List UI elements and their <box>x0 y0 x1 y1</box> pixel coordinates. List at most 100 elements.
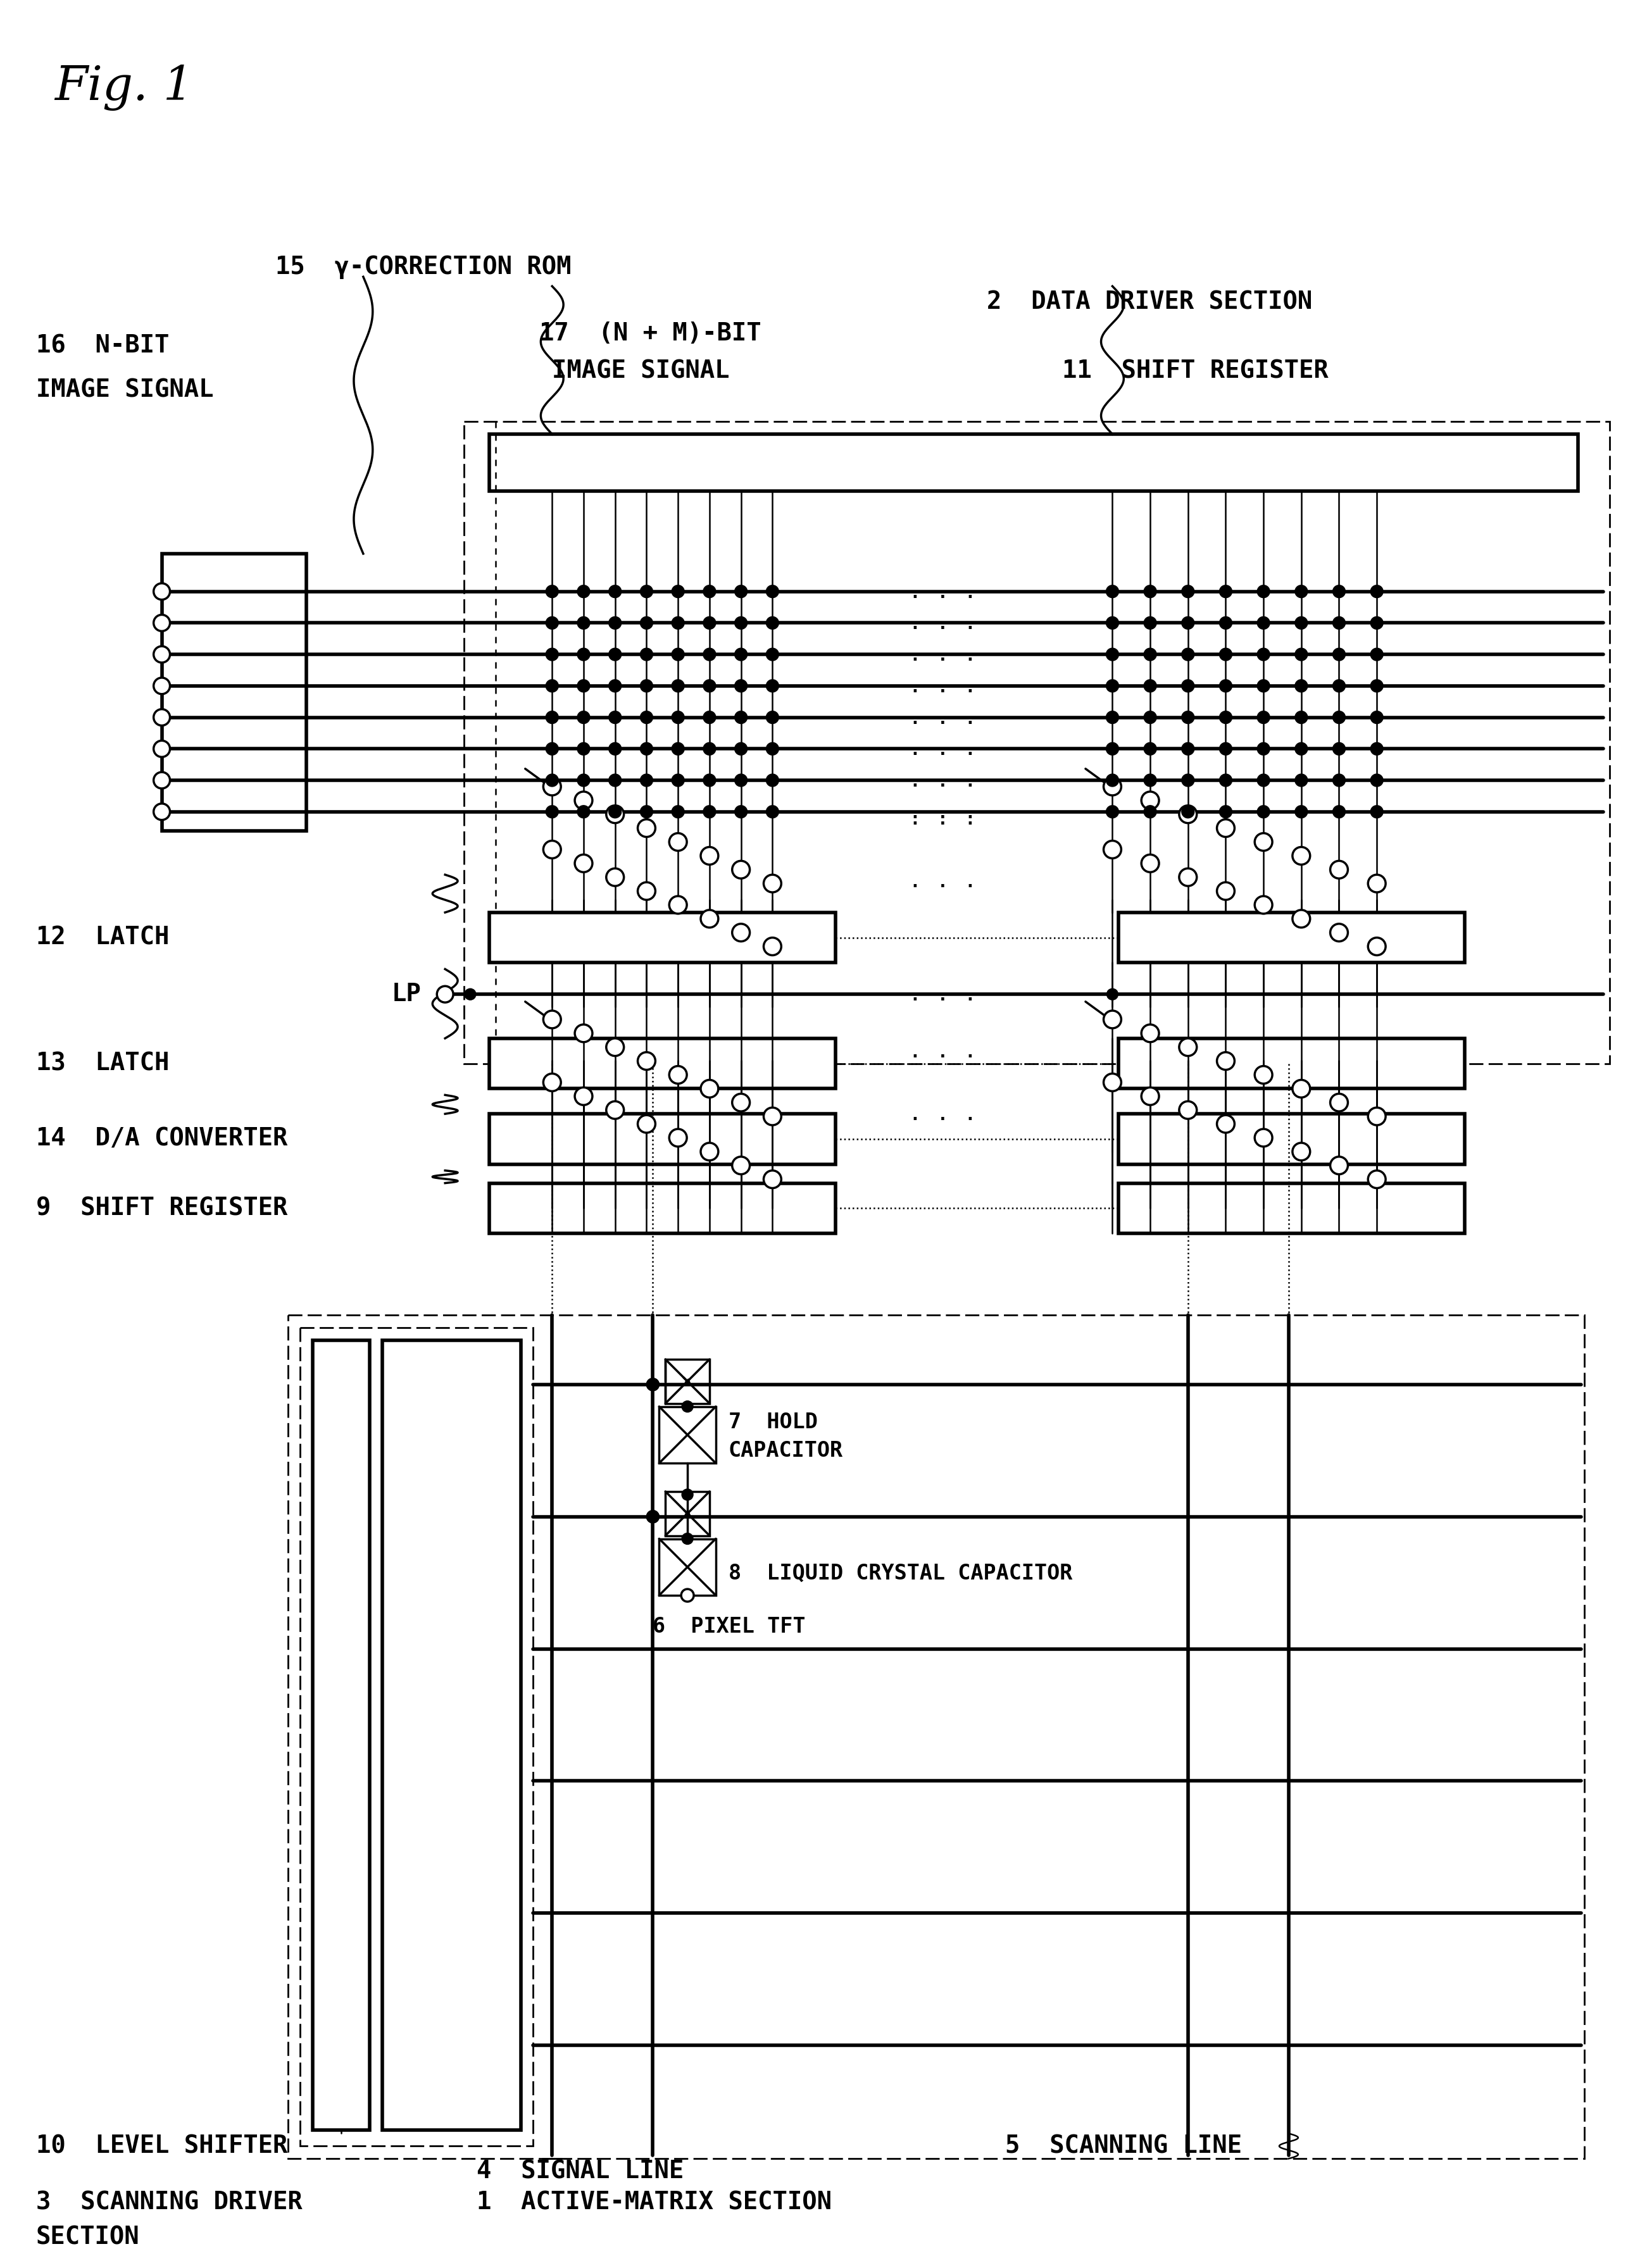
Circle shape <box>703 773 716 787</box>
Circle shape <box>734 585 747 599</box>
Circle shape <box>575 1086 593 1105</box>
Circle shape <box>1293 909 1311 928</box>
Circle shape <box>1182 712 1195 723</box>
Circle shape <box>1294 680 1307 692</box>
Circle shape <box>545 649 558 660</box>
Circle shape <box>1294 742 1307 755</box>
Circle shape <box>545 680 558 692</box>
Circle shape <box>734 680 747 692</box>
Circle shape <box>1144 680 1156 692</box>
Bar <box>1118 1114 1465 1163</box>
Circle shape <box>1182 649 1195 660</box>
Text: . . .: . . . <box>908 769 977 792</box>
Circle shape <box>1330 862 1348 878</box>
Circle shape <box>672 742 684 755</box>
Circle shape <box>703 585 716 599</box>
Text: . . .: . . . <box>908 581 977 603</box>
Circle shape <box>1107 989 1118 1000</box>
Text: 3  SCANNING DRIVER: 3 SCANNING DRIVER <box>36 2191 303 2216</box>
Circle shape <box>464 989 475 1000</box>
Circle shape <box>1330 923 1348 941</box>
Text: 12  LATCH: 12 LATCH <box>36 925 169 950</box>
Circle shape <box>1219 742 1232 755</box>
Bar <box>464 422 1610 1064</box>
Circle shape <box>1144 649 1156 660</box>
Circle shape <box>1216 1052 1234 1070</box>
Circle shape <box>544 1073 562 1091</box>
Text: 2  DATA DRIVER SECTION: 2 DATA DRIVER SECTION <box>987 290 1312 313</box>
Circle shape <box>764 875 781 891</box>
Circle shape <box>734 649 747 660</box>
Circle shape <box>153 803 169 821</box>
Circle shape <box>1371 773 1384 787</box>
Circle shape <box>646 1379 659 1390</box>
Circle shape <box>153 583 169 599</box>
Text: 14  D/A CONVERTER: 14 D/A CONVERTER <box>36 1127 288 1152</box>
Text: . . .: . . . <box>908 1102 977 1125</box>
Circle shape <box>734 712 747 723</box>
Circle shape <box>767 680 778 692</box>
Circle shape <box>682 1490 694 1501</box>
Circle shape <box>1105 585 1118 599</box>
Circle shape <box>1255 896 1273 914</box>
Text: 9  SHIFT REGISTER: 9 SHIFT REGISTER <box>36 1195 288 1220</box>
Circle shape <box>1105 712 1118 723</box>
Circle shape <box>672 649 684 660</box>
Circle shape <box>1105 773 1118 787</box>
Bar <box>666 1492 710 1535</box>
Circle shape <box>1144 712 1156 723</box>
Circle shape <box>609 585 622 599</box>
Circle shape <box>640 773 653 787</box>
Circle shape <box>1371 649 1384 660</box>
Circle shape <box>682 1533 694 1545</box>
Circle shape <box>578 805 589 819</box>
Circle shape <box>672 773 684 787</box>
Circle shape <box>1294 712 1307 723</box>
Circle shape <box>1219 773 1232 787</box>
Circle shape <box>545 617 558 628</box>
Circle shape <box>1333 773 1345 787</box>
Circle shape <box>703 805 716 819</box>
Circle shape <box>544 778 562 796</box>
Circle shape <box>1333 649 1345 660</box>
Circle shape <box>1144 742 1156 755</box>
Circle shape <box>1330 1093 1348 1111</box>
Circle shape <box>153 742 169 758</box>
Text: . . .: . . . <box>908 644 977 665</box>
Circle shape <box>1257 805 1270 819</box>
Circle shape <box>1219 585 1232 599</box>
Circle shape <box>646 1510 659 1524</box>
Text: . . .: . . . <box>908 801 977 823</box>
Circle shape <box>1182 805 1195 819</box>
Circle shape <box>638 1116 656 1132</box>
Circle shape <box>733 1157 751 1175</box>
Circle shape <box>733 862 751 878</box>
Circle shape <box>703 680 716 692</box>
Circle shape <box>1257 680 1270 692</box>
Circle shape <box>1294 805 1307 819</box>
Bar <box>288 1315 1584 2159</box>
Bar <box>383 1340 521 2130</box>
Circle shape <box>1216 1116 1234 1132</box>
Circle shape <box>1144 773 1156 787</box>
Circle shape <box>703 712 716 723</box>
Circle shape <box>734 742 747 755</box>
Circle shape <box>1257 773 1270 787</box>
Circle shape <box>1257 585 1270 599</box>
Bar <box>300 1327 534 2146</box>
Text: . . .: . . . <box>908 1041 977 1061</box>
Circle shape <box>672 585 684 599</box>
Circle shape <box>578 712 589 723</box>
Circle shape <box>609 712 622 723</box>
Circle shape <box>1179 1102 1197 1118</box>
Bar <box>488 1184 835 1234</box>
Circle shape <box>606 805 624 823</box>
Text: 4  SIGNAL LINE: 4 SIGNAL LINE <box>477 2159 684 2184</box>
Text: 17  (N + M)-BIT: 17 (N + M)-BIT <box>539 322 762 345</box>
Circle shape <box>1141 1025 1159 1041</box>
Circle shape <box>544 1012 562 1027</box>
Text: . . .: . . . <box>908 807 977 828</box>
Circle shape <box>767 805 778 819</box>
Circle shape <box>578 649 589 660</box>
Circle shape <box>638 882 656 900</box>
